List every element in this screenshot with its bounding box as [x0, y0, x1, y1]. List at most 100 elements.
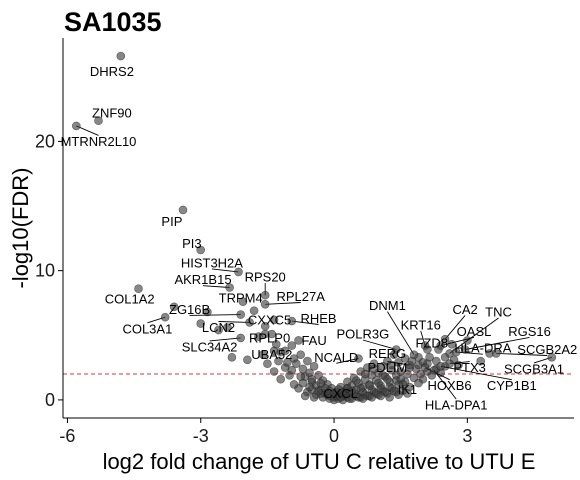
gene-label-col1a2: COL1A2 — [105, 292, 155, 307]
gene-label-slc34a2: SLC34A2 — [182, 339, 238, 354]
gene-label-rpl27a: RPL27A — [276, 289, 325, 304]
data-point-hla-dpa1 — [429, 365, 439, 375]
data-point — [298, 364, 308, 374]
data-point-rplp0 — [260, 329, 270, 339]
connector-rgs16 — [465, 336, 530, 350]
data-point-cxcl — [343, 383, 352, 393]
gene-label-ca2: CA2 — [452, 302, 477, 317]
data-point — [365, 381, 374, 391]
gene-label-oasl: OASL — [457, 324, 492, 339]
data-point — [367, 392, 377, 402]
data-point-rheb — [287, 316, 297, 326]
data-point-ca2 — [440, 334, 450, 344]
data-point-scgb3a1 — [547, 352, 557, 362]
gene-label-akr1b15: AKR1B15 — [174, 272, 231, 287]
data-point — [307, 374, 317, 384]
gene-label-rerg: RERG — [369, 346, 407, 361]
gene-label-zg16b: ZG16B — [169, 302, 210, 317]
gene-label-cxxc5: CXXC5 — [248, 312, 291, 327]
gene-label-pip: PIP — [161, 214, 182, 229]
gene-label-lcn2: LCN2 — [202, 320, 235, 335]
data-point — [334, 385, 343, 394]
data-point-ptx3 — [445, 359, 454, 369]
x-axis-title: log2 fold change of UTU C relative to UT… — [103, 449, 536, 474]
data-point-trpm4 — [238, 297, 248, 307]
x-tick-label: 3 — [462, 426, 472, 446]
data-point — [316, 378, 326, 388]
gene-label-hla-dpa1: HLA-DPA1 — [425, 398, 488, 413]
gene-label-hoxb6: HOXB6 — [428, 378, 472, 393]
data-point — [287, 341, 297, 350]
data-point — [385, 392, 394, 402]
gene-label-uba52: UBA52 — [251, 347, 292, 362]
connector-hoxb6 — [424, 367, 450, 381]
data-point-ik1 — [398, 380, 408, 389]
connector-lcn2 — [218, 321, 250, 323]
data-point — [378, 370, 388, 380]
connector-polr3g — [362, 339, 397, 350]
data-point — [214, 325, 223, 335]
data-point — [376, 391, 386, 401]
data-point — [360, 369, 370, 379]
data-point — [249, 306, 259, 316]
connector-slc34a2 — [209, 337, 241, 342]
connector-ca2 — [444, 315, 466, 340]
data-point — [309, 361, 319, 371]
data-point-hoxb6 — [420, 363, 430, 372]
data-point-pi3 — [196, 245, 205, 255]
gene-label-polr3g: POLR3G — [337, 327, 390, 342]
data-point-col1a2 — [134, 284, 143, 294]
gene-label-scgb2a2: SCGB2A2 — [517, 342, 577, 357]
connector-hist3h2a — [211, 268, 239, 273]
data-point-fzd8 — [423, 345, 432, 354]
connector-cyp1b1 — [440, 365, 512, 381]
data-point — [296, 350, 306, 360]
data-point-rpl27a — [260, 299, 270, 309]
gene-label-dhrs2: DHRS2 — [90, 64, 134, 79]
gene-label-fau: FAU — [301, 333, 326, 348]
data-point — [196, 319, 205, 328]
gene-label-cyp1b1: CYP1B1 — [487, 378, 537, 393]
gene-label-scgb3a1: SCGB3A1 — [504, 361, 564, 376]
data-point-oasl — [436, 341, 446, 350]
connector-akr1b15 — [202, 285, 230, 288]
data-point-zg16b — [236, 310, 245, 319]
data-point-rerg — [389, 350, 399, 360]
data-point — [414, 378, 423, 388]
gene-label-col3a1: COL3A1 — [122, 321, 172, 336]
y-tick-label: 0 — [45, 390, 55, 410]
data-point — [476, 356, 486, 366]
data-point — [309, 392, 319, 402]
data-point — [403, 389, 412, 398]
gene-label-ptx3: PTX3 — [453, 360, 486, 375]
data-point-cxxc5 — [269, 315, 279, 325]
data-point — [169, 302, 179, 312]
data-point-pdlim — [405, 360, 414, 370]
gene-label-rps20: RPS20 — [245, 270, 286, 285]
data-point — [369, 364, 379, 374]
gene-label-mtrnr2l10: MTRNR2L10 — [61, 134, 137, 149]
gene-label-hist3h2a: HIST3H2A — [181, 255, 243, 270]
x-tick-label: -6 — [59, 426, 75, 446]
data-point-dnm1 — [409, 350, 419, 360]
data-point-hla-dra — [451, 347, 461, 357]
data-point-mtrnr2l10 — [72, 121, 81, 131]
gene-label-cxcl: CXCL — [323, 386, 358, 401]
data-point-rps20 — [260, 290, 270, 300]
data-point — [291, 359, 301, 369]
data-point — [274, 356, 283, 366]
data-point — [203, 307, 212, 317]
data-point — [276, 374, 286, 384]
gene-label-pdlim: PDLIM — [368, 360, 408, 375]
data-point-lcn2 — [245, 318, 254, 327]
data-point-pip — [178, 205, 188, 215]
data-point — [351, 376, 361, 385]
data-point — [303, 356, 312, 366]
gene-label-pi3: PI3 — [182, 236, 202, 251]
data-point-scgb2a2 — [491, 349, 501, 358]
data-point-ncald — [354, 354, 363, 363]
data-point — [287, 365, 297, 375]
gene-label-ncald: NCALD — [314, 350, 358, 365]
